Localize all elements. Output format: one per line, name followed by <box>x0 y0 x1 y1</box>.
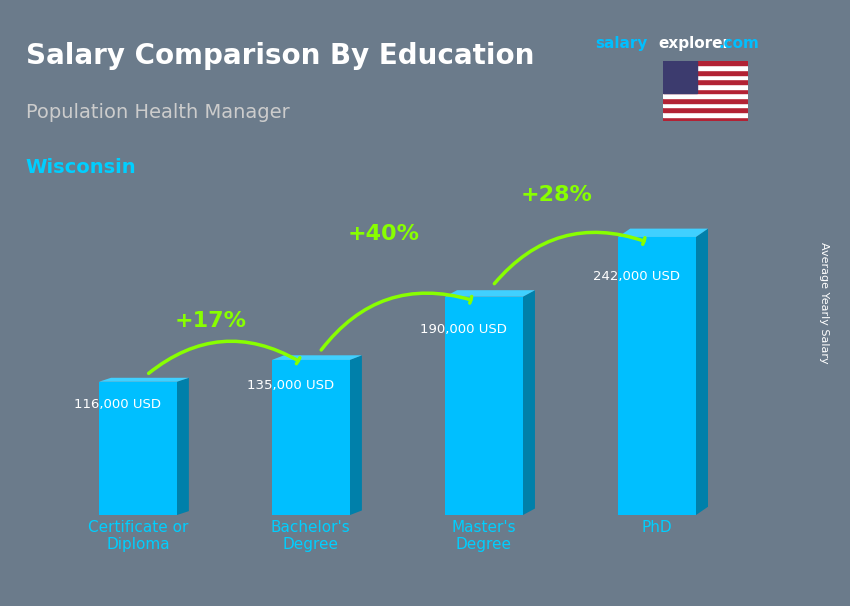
Polygon shape <box>523 290 535 515</box>
Polygon shape <box>350 355 362 515</box>
Text: +40%: +40% <box>348 224 420 244</box>
Bar <box>663 61 697 93</box>
Bar <box>663 88 748 93</box>
Bar <box>618 237 696 515</box>
Polygon shape <box>177 378 189 515</box>
Text: salary: salary <box>595 36 648 52</box>
Bar <box>663 102 748 107</box>
Bar <box>445 297 523 515</box>
Bar <box>663 75 748 79</box>
Text: Population Health Manager: Population Health Manager <box>26 103 289 122</box>
Text: .com: .com <box>718 36 759 52</box>
Text: Average Yearly Salary: Average Yearly Salary <box>819 242 829 364</box>
Text: Salary Comparison By Education: Salary Comparison By Education <box>26 42 534 70</box>
Bar <box>663 107 748 112</box>
Text: 242,000 USD: 242,000 USD <box>592 270 680 284</box>
Polygon shape <box>696 228 708 515</box>
Bar <box>272 360 350 515</box>
Text: +28%: +28% <box>521 185 592 205</box>
Bar <box>663 70 748 75</box>
Bar <box>99 382 177 515</box>
Bar <box>663 79 748 84</box>
Polygon shape <box>445 290 535 297</box>
Bar <box>663 61 748 65</box>
Text: explorer: explorer <box>659 36 731 52</box>
Text: 135,000 USD: 135,000 USD <box>246 379 334 391</box>
Bar <box>663 93 748 98</box>
Polygon shape <box>618 228 708 237</box>
Text: 116,000 USD: 116,000 USD <box>74 398 161 411</box>
Polygon shape <box>99 378 189 382</box>
Text: Wisconsin: Wisconsin <box>26 158 136 176</box>
Bar <box>663 65 748 70</box>
Text: 190,000 USD: 190,000 USD <box>420 323 507 336</box>
Polygon shape <box>272 355 362 360</box>
Text: +17%: +17% <box>174 311 246 331</box>
Bar <box>663 112 748 116</box>
Bar <box>663 116 748 121</box>
Bar <box>663 84 748 88</box>
Bar <box>663 98 748 102</box>
